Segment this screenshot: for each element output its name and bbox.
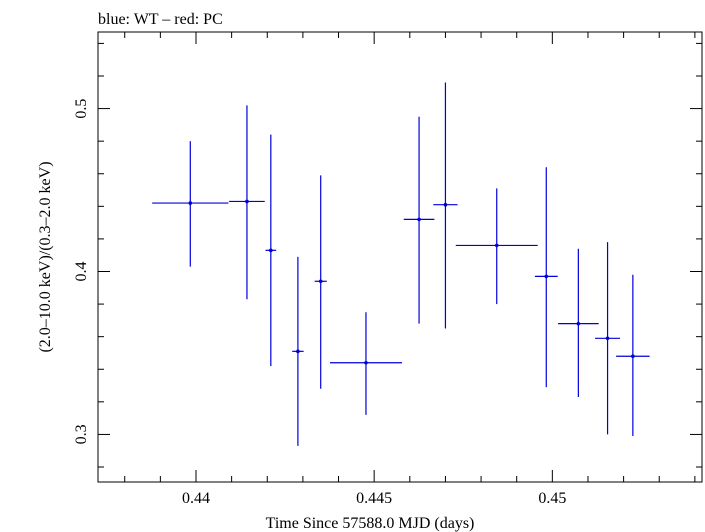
x-tick-label: 0.44 bbox=[182, 490, 210, 507]
data-point bbox=[292, 256, 304, 446]
point-marker bbox=[417, 217, 421, 222]
point-marker bbox=[269, 248, 273, 253]
data-point bbox=[616, 274, 650, 437]
chart-title: blue: WT – red: PC bbox=[98, 11, 223, 28]
point-marker bbox=[605, 336, 610, 341]
point-marker bbox=[443, 202, 448, 207]
data-point bbox=[433, 82, 458, 329]
data-point bbox=[455, 188, 538, 305]
point-marker bbox=[631, 354, 635, 359]
data-point bbox=[329, 312, 402, 415]
data-point bbox=[265, 134, 277, 366]
plot-frame bbox=[97, 31, 703, 483]
point-marker bbox=[494, 243, 499, 248]
data-point bbox=[534, 167, 558, 388]
x-axis-ticks bbox=[124, 32, 696, 482]
x-axis-tick-labels: 0.44 0.445 0.45 bbox=[182, 490, 566, 507]
point-marker bbox=[245, 199, 249, 204]
y-tick-label: 0.5 bbox=[73, 99, 90, 119]
point-marker bbox=[188, 201, 193, 205]
point-marker bbox=[364, 360, 368, 365]
y-axis-tick-labels: 0.3 0.4 0.5 bbox=[73, 99, 90, 445]
data-point bbox=[229, 105, 265, 300]
y-tick-label: 0.4 bbox=[73, 262, 90, 282]
data-point bbox=[152, 141, 229, 267]
point-marker bbox=[296, 349, 300, 354]
y-tick-label: 0.3 bbox=[73, 424, 90, 444]
point-marker bbox=[544, 274, 549, 279]
x-axis-label: Time Since 57588.0 MJD (days) bbox=[266, 515, 475, 532]
x-tick-label: 0.45 bbox=[538, 490, 566, 507]
data-point bbox=[403, 116, 435, 324]
point-marker bbox=[318, 279, 323, 284]
data-point bbox=[595, 242, 621, 435]
data-points bbox=[152, 82, 650, 446]
data-point bbox=[314, 175, 327, 389]
point-marker bbox=[576, 321, 581, 326]
y-axis-label: (2.0–10.0 keV)/(0.3–2.0 keV) bbox=[37, 161, 54, 352]
y-axis-ticks bbox=[98, 42, 702, 468]
data-point bbox=[558, 248, 599, 397]
x-tick-label: 0.445 bbox=[356, 490, 392, 507]
